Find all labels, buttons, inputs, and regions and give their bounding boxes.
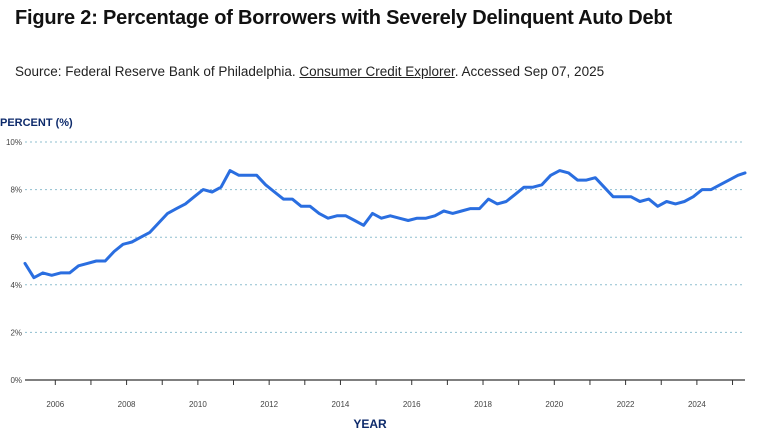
source-link[interactable]: Consumer Credit Explorer xyxy=(299,64,455,79)
x-tick-label: 2024 xyxy=(688,400,706,409)
source-suffix: . Accessed Sep 07, 2025 xyxy=(454,64,605,79)
y-tick-label: 0% xyxy=(10,376,22,385)
y-tick-label: 4% xyxy=(10,281,22,290)
series-layer xyxy=(23,169,747,280)
x-axis xyxy=(25,379,745,385)
y-tick-label: 6% xyxy=(10,233,22,242)
x-tick-label: 2018 xyxy=(474,400,492,409)
y-tick-label: 8% xyxy=(10,186,22,195)
x-axis-title: YEAR xyxy=(353,417,387,431)
figure-title: Figure 2: Percentage of Borrowers with S… xyxy=(15,7,672,29)
x-tick-label: 2006 xyxy=(46,400,64,409)
x-tick-label: 2012 xyxy=(260,400,278,409)
gridlines xyxy=(25,141,745,333)
series-line xyxy=(23,169,747,280)
x-tick-label: 2016 xyxy=(403,400,421,409)
y-tick-label: 10% xyxy=(6,138,22,147)
source-line: Source: Federal Reserve Bank of Philadel… xyxy=(15,64,604,79)
y-axis-title: PERCENT (%) xyxy=(0,117,73,129)
x-tick-label: 2010 xyxy=(189,400,207,409)
source-prefix: Source: Federal Reserve Bank of Philadel… xyxy=(15,64,300,79)
y-tick-label: 2% xyxy=(10,328,22,337)
x-tick-label: 2020 xyxy=(545,400,563,409)
x-tick-label: 2014 xyxy=(332,400,350,409)
tick-labels: 0% 2% 4% 6% 8% 10% 2006 2008 2010 2012 2014 2016 201… xyxy=(6,138,706,409)
x-tick-label: 2008 xyxy=(118,400,136,409)
x-tick-label: 2022 xyxy=(617,400,635,409)
